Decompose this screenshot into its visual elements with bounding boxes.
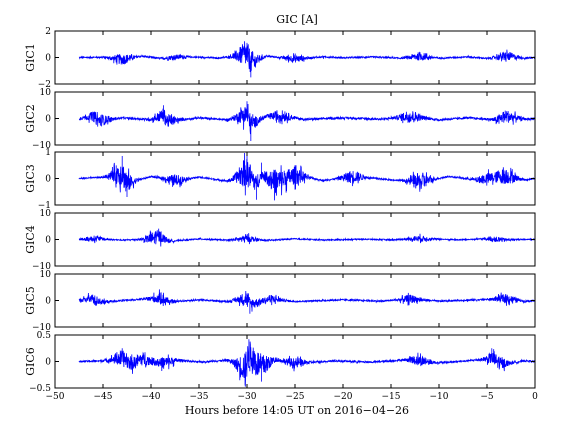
x-tick-label: −20 bbox=[334, 392, 353, 402]
y-axis-label-gic5: GIC5 bbox=[24, 286, 37, 315]
y-axis-label-gic6: GIC6 bbox=[24, 347, 37, 376]
panels-group: 20−2GIC1100−10GIC210−1GIC3100−10GIC4100−… bbox=[24, 27, 536, 394]
y-tick-label: 10 bbox=[40, 209, 52, 219]
y-tick-label: 1 bbox=[45, 148, 51, 158]
x-tick-label: −50 bbox=[46, 392, 65, 402]
x-tick-label: −25 bbox=[286, 392, 305, 402]
y-tick-label: 0 bbox=[45, 236, 51, 246]
y-tick-label: −10 bbox=[32, 323, 51, 333]
panel-gic2: 10 0 −10 GIC2 bbox=[24, 88, 536, 151]
series-line-gic2 bbox=[78, 103, 536, 135]
y-axis-label-gic3: GIC3 bbox=[24, 164, 37, 193]
y-tick-label: 0 bbox=[45, 297, 51, 307]
y-tick-label: −1 bbox=[38, 201, 51, 211]
y-tick-label: 10 bbox=[40, 270, 52, 280]
y-tick-label: −10 bbox=[32, 262, 51, 272]
y-tick-label: 10 bbox=[40, 88, 52, 98]
figure-title: GIC [A] bbox=[276, 13, 318, 26]
panel-gic4: 10 0 −10 GIC4 bbox=[24, 209, 536, 272]
y-tick-label: −10 bbox=[32, 141, 51, 151]
y-tick-label: 0.5 bbox=[37, 331, 52, 341]
x-axis: −50 −45 −40 −35 −30 −25 −20 −15 −10 −5 0 bbox=[46, 392, 539, 402]
x-tick-label: −40 bbox=[142, 392, 161, 402]
y-axis-label-gic1: GIC1 bbox=[24, 43, 37, 72]
x-tick-label: −10 bbox=[430, 392, 449, 402]
panel-gic5: 10 0 −10 GIC5 bbox=[24, 270, 536, 333]
x-tick-label: −30 bbox=[238, 392, 257, 402]
panel-gic6: 0.5 0 −0.5 GIC6 bbox=[24, 331, 536, 394]
y-axis-label-gic4: GIC4 bbox=[24, 225, 37, 254]
y-tick-label: 2 bbox=[45, 27, 51, 37]
x-tick-label: −35 bbox=[190, 392, 209, 402]
series-line-gic6 bbox=[78, 341, 536, 387]
y-tick-label: −0.5 bbox=[29, 384, 51, 394]
x-tick-label: −5 bbox=[480, 392, 494, 402]
series-line-gic3 bbox=[78, 152, 536, 201]
series-line-gic1 bbox=[78, 41, 536, 73]
y-tick-label: −2 bbox=[38, 80, 51, 90]
y-tick-label: 0 bbox=[45, 54, 51, 64]
series-line-gic4 bbox=[78, 228, 536, 247]
y-axis-label-gic2: GIC2 bbox=[24, 104, 37, 133]
x-tick-label: 0 bbox=[532, 392, 538, 402]
y-tick-label: 0 bbox=[45, 175, 51, 185]
y-tick-label: 0 bbox=[45, 115, 51, 125]
x-axis-label: Hours before 14:05 UT on 2016−04−26 bbox=[185, 404, 409, 417]
y-tick-label: 0 bbox=[45, 358, 51, 368]
x-tick-label: −15 bbox=[382, 392, 401, 402]
series-line-gic5 bbox=[78, 289, 536, 312]
x-tick-label: −45 bbox=[94, 392, 113, 402]
